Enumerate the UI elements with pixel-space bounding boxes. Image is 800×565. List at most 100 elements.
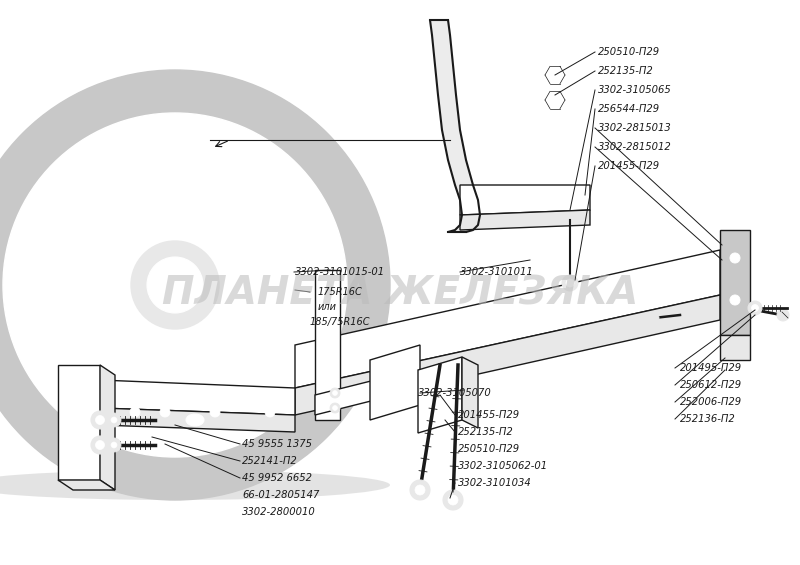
Text: 3302-3105065: 3302-3105065 — [598, 85, 672, 95]
Circle shape — [112, 278, 126, 292]
Circle shape — [410, 480, 430, 500]
Circle shape — [730, 253, 740, 263]
Polygon shape — [295, 250, 720, 388]
Text: 3302-2815013: 3302-2815013 — [598, 123, 672, 133]
Circle shape — [73, 429, 85, 441]
Circle shape — [333, 406, 338, 411]
Circle shape — [330, 388, 340, 398]
Polygon shape — [58, 480, 115, 490]
Circle shape — [777, 309, 789, 321]
Ellipse shape — [0, 470, 390, 500]
Circle shape — [95, 441, 105, 450]
Text: 3302-3105070: 3302-3105070 — [418, 388, 492, 398]
Circle shape — [550, 95, 560, 105]
Circle shape — [130, 407, 140, 417]
Circle shape — [330, 403, 340, 413]
Circle shape — [426, 404, 434, 412]
Ellipse shape — [186, 414, 204, 426]
Circle shape — [107, 413, 121, 427]
Polygon shape — [460, 185, 590, 215]
Circle shape — [401, 361, 409, 369]
Circle shape — [73, 404, 85, 416]
Polygon shape — [315, 375, 395, 415]
Text: или: или — [318, 302, 337, 312]
Polygon shape — [418, 357, 462, 433]
Circle shape — [224, 278, 238, 292]
Polygon shape — [315, 270, 340, 420]
Circle shape — [443, 490, 463, 510]
Circle shape — [196, 327, 210, 341]
Polygon shape — [720, 335, 750, 360]
Circle shape — [545, 90, 565, 110]
Circle shape — [111, 417, 117, 423]
Ellipse shape — [181, 349, 210, 372]
Circle shape — [210, 407, 220, 417]
Polygon shape — [462, 357, 478, 428]
Ellipse shape — [217, 217, 243, 243]
Text: 252136-П2: 252136-П2 — [680, 414, 736, 424]
Text: 45 9952 6652: 45 9952 6652 — [242, 473, 312, 483]
Polygon shape — [100, 380, 295, 415]
Circle shape — [73, 379, 85, 391]
Circle shape — [77, 187, 273, 383]
Text: 252135-П2: 252135-П2 — [598, 66, 654, 76]
Text: 250510-П29: 250510-П29 — [598, 47, 660, 57]
Circle shape — [107, 438, 121, 452]
Circle shape — [446, 401, 454, 409]
Polygon shape — [720, 230, 750, 335]
Circle shape — [265, 407, 275, 417]
Polygon shape — [58, 365, 100, 480]
Circle shape — [333, 390, 338, 395]
Text: 3302-2800010: 3302-2800010 — [242, 507, 316, 517]
Circle shape — [748, 301, 762, 315]
Circle shape — [95, 415, 105, 424]
Circle shape — [401, 386, 409, 394]
Circle shape — [381, 364, 389, 372]
Text: 201455-П29: 201455-П29 — [598, 161, 660, 171]
Polygon shape — [460, 210, 590, 230]
Circle shape — [160, 407, 170, 417]
Text: 175R16С: 175R16С — [318, 287, 362, 297]
Circle shape — [730, 295, 740, 305]
Text: 250510-П29: 250510-П29 — [458, 444, 520, 454]
Circle shape — [147, 257, 203, 313]
Circle shape — [140, 327, 154, 341]
Circle shape — [57, 167, 293, 403]
Text: 45 9555 1375: 45 9555 1375 — [242, 439, 312, 449]
Polygon shape — [100, 365, 115, 490]
Circle shape — [545, 65, 565, 85]
Text: 3302-3105062-01: 3302-3105062-01 — [458, 461, 548, 471]
Circle shape — [751, 305, 758, 311]
Circle shape — [3, 113, 347, 457]
Circle shape — [91, 411, 109, 429]
Ellipse shape — [88, 250, 111, 280]
Circle shape — [448, 495, 458, 505]
Text: 3302-3101011: 3302-3101011 — [460, 267, 534, 277]
Text: 201495-П29: 201495-П29 — [680, 363, 742, 373]
Text: ПЛАНЕТА ЖЕЛЕЗЯКА: ПЛАНЕТА ЖЕЛЕЗЯКА — [162, 275, 638, 313]
Text: 252141-П2: 252141-П2 — [242, 456, 298, 466]
Text: 201455-П29: 201455-П29 — [458, 410, 520, 420]
Text: 3302-3101015-01: 3302-3101015-01 — [295, 267, 385, 277]
Circle shape — [91, 436, 109, 454]
Text: 252006-П29: 252006-П29 — [680, 397, 742, 407]
Ellipse shape — [106, 327, 133, 353]
Polygon shape — [100, 408, 295, 432]
Polygon shape — [295, 295, 720, 415]
Circle shape — [381, 388, 389, 396]
Circle shape — [415, 485, 425, 495]
Ellipse shape — [239, 290, 262, 320]
Text: 250612-П29: 250612-П29 — [680, 380, 742, 390]
Text: 66-01-2805147: 66-01-2805147 — [242, 490, 319, 500]
Circle shape — [73, 454, 85, 466]
Polygon shape — [370, 345, 420, 420]
Text: 256544-П29: 256544-П29 — [598, 104, 660, 114]
Circle shape — [566, 279, 574, 287]
Circle shape — [131, 241, 219, 329]
Text: 185/75R16С: 185/75R16С — [310, 317, 370, 327]
Text: 3302-3101034: 3302-3101034 — [458, 478, 532, 488]
Circle shape — [140, 229, 154, 244]
Circle shape — [446, 371, 454, 379]
Text: 252135-П2: 252135-П2 — [458, 427, 514, 437]
Circle shape — [550, 70, 560, 80]
